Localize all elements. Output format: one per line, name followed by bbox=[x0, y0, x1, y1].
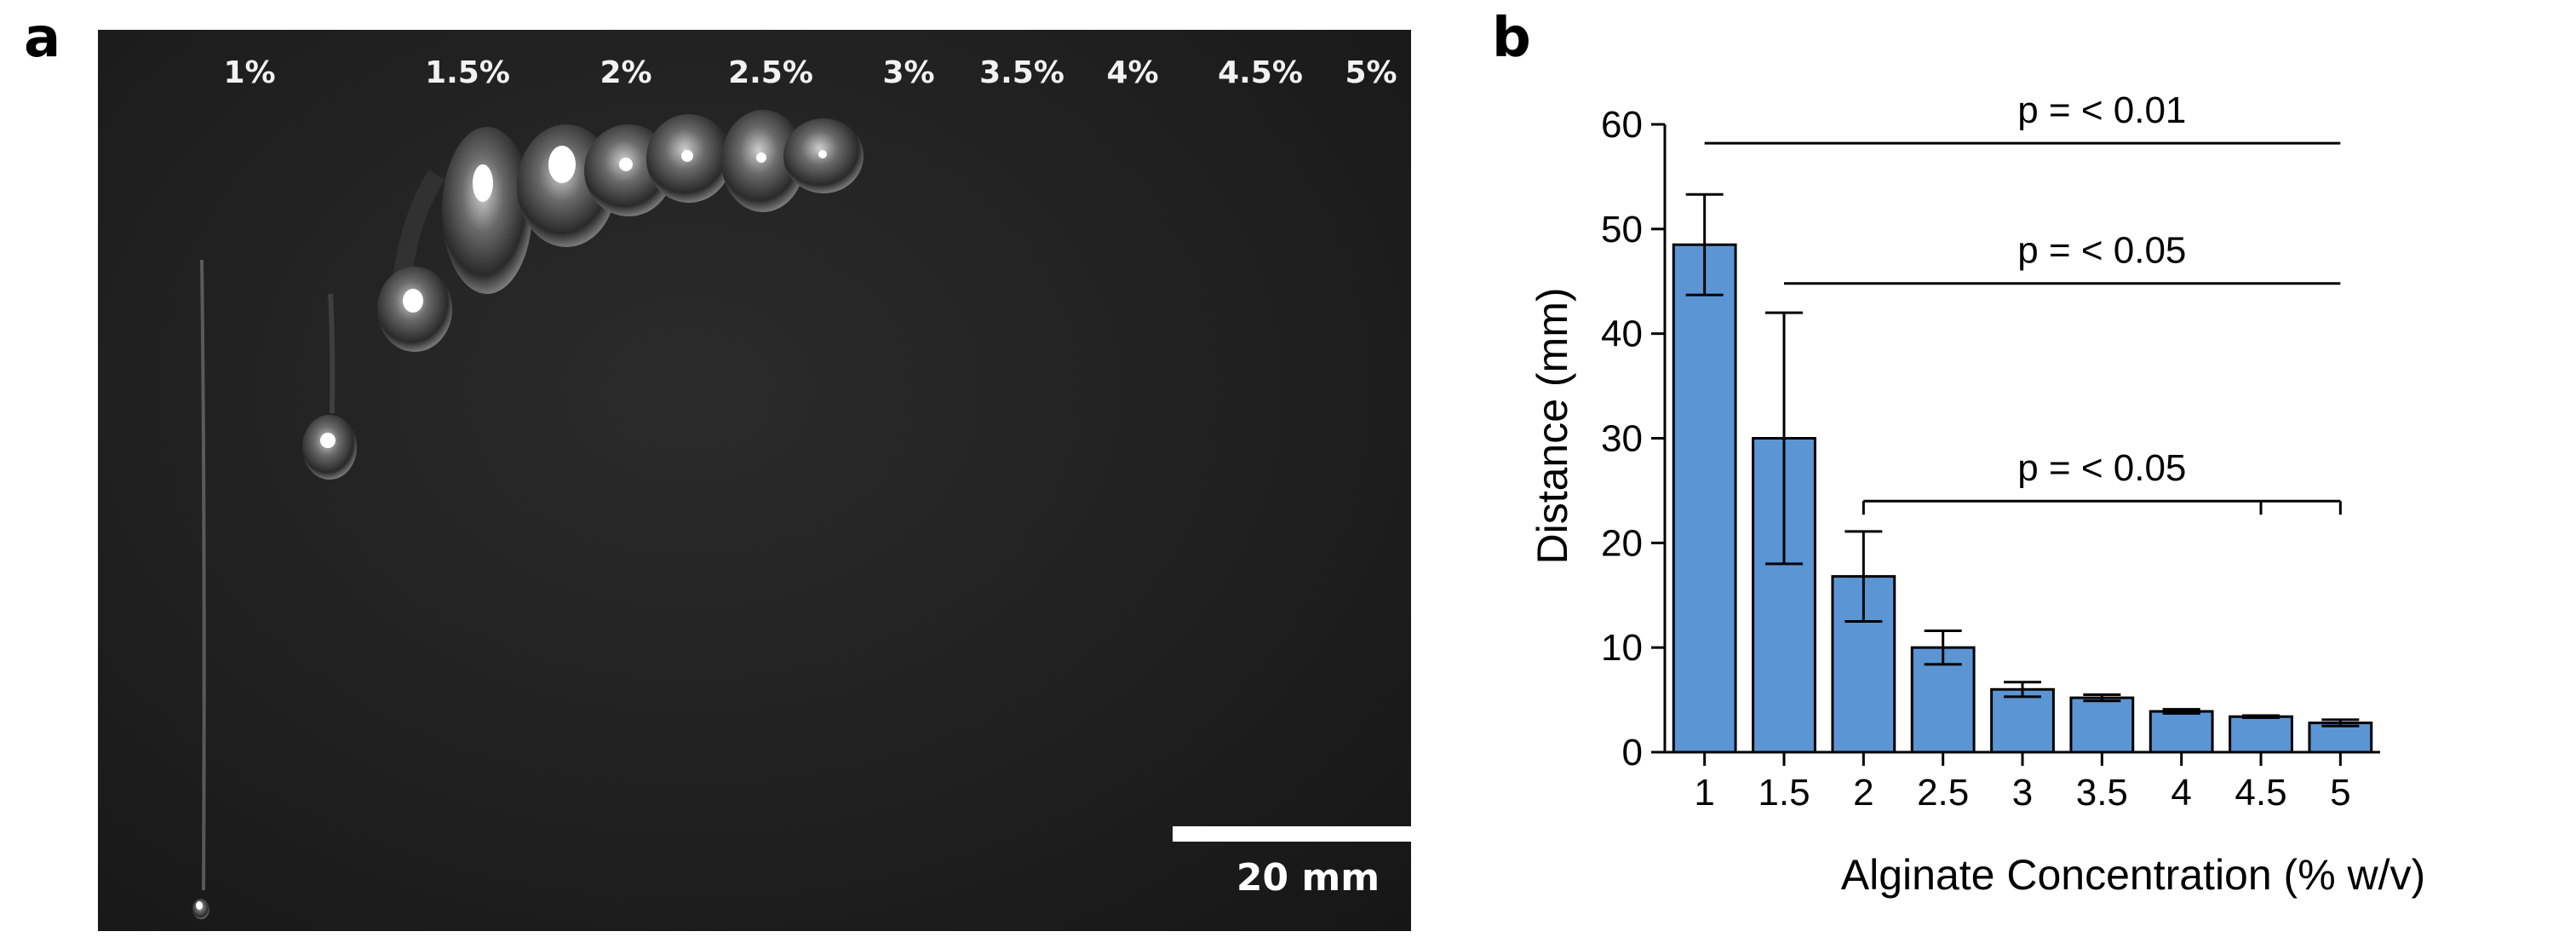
bar-4.5 bbox=[2229, 715, 2293, 754]
droplet-photo: 1% 1.5% 2% 2.5% 3% 3.5% 4% 4.5% 5% 20 mm bbox=[98, 30, 1411, 931]
bar-1 bbox=[1672, 243, 1737, 754]
concentration-label-3: 3% bbox=[882, 55, 935, 90]
x-tick-label-1.5: 1.5 bbox=[1758, 772, 1810, 814]
significance-label-1: p = < 0.05 bbox=[2017, 230, 2186, 272]
x-tick-label-4: 4 bbox=[2171, 772, 2191, 814]
concentration-label-3-5: 3.5% bbox=[979, 55, 1064, 90]
concentration-label-1-5: 1.5% bbox=[425, 55, 510, 90]
axes-layer: 0 10 20 30 40 50 60 1 1.5 2 2.5 3 3.5 4 4.5 5 bbox=[1601, 104, 2380, 814]
x-tick-label-2.5: 2.5 bbox=[1917, 772, 1969, 814]
concentration-label-5: 5% bbox=[1345, 55, 1397, 90]
y-axis-title: Distance (mm) bbox=[1529, 287, 1576, 564]
concentration-label-4-5: 4.5% bbox=[1218, 55, 1303, 90]
x-tick-label-4.5: 4.5 bbox=[2235, 772, 2286, 814]
y-tick-label-0: 0 bbox=[1622, 732, 1643, 773]
scale-bar-label: 20 mm bbox=[1236, 856, 1380, 900]
bar-3 bbox=[1990, 687, 2055, 754]
x-tick-label-3.5: 3.5 bbox=[2076, 772, 2128, 814]
panel-a-label: a bbox=[24, 7, 61, 70]
y-tick-label-40: 40 bbox=[1601, 313, 1643, 355]
concentration-label-2: 2% bbox=[600, 55, 652, 90]
y-tick-label-10: 10 bbox=[1601, 627, 1643, 669]
x-axis-title: Alginate Concentration (% w/v) bbox=[1841, 851, 2425, 899]
y-tick-label-50: 50 bbox=[1601, 209, 1643, 250]
scale-bar bbox=[1173, 826, 1411, 842]
error-bars-layer bbox=[1685, 193, 2360, 727]
bar-4 bbox=[2149, 710, 2214, 754]
x-tick-label-5: 5 bbox=[2330, 772, 2350, 814]
x-tick-label-2: 2 bbox=[1853, 772, 1873, 814]
concentration-label-2-5: 2.5% bbox=[728, 55, 813, 90]
significance-label-0: p = < 0.01 bbox=[2017, 89, 2186, 131]
significance-annotations: p = < 0.01 p = < 0.05 p = < 0.05 bbox=[1704, 89, 2342, 515]
bar-5 bbox=[2308, 722, 2373, 754]
x-tick-label-1: 1 bbox=[1694, 772, 1714, 814]
y-tick-label-30: 30 bbox=[1601, 418, 1643, 460]
droplet-photo-graphic bbox=[192, 110, 863, 919]
y-tick-label-20: 20 bbox=[1601, 522, 1643, 564]
concentration-label-4: 4% bbox=[1106, 55, 1159, 90]
panel-b-label: b bbox=[1492, 7, 1531, 70]
bars-layer bbox=[1672, 243, 2373, 754]
concentration-label-1: 1% bbox=[223, 55, 276, 90]
y-tick-label-60: 60 bbox=[1601, 104, 1643, 146]
significance-label-2: p = < 0.05 bbox=[2017, 447, 2186, 489]
bar-chart: p = < 0.01 p = < 0.05 p = < 0.05 0 10 20 30 40… bbox=[1529, 89, 2425, 899]
x-tick-label-3: 3 bbox=[2012, 772, 2033, 814]
bar-3.5 bbox=[2069, 696, 2135, 754]
